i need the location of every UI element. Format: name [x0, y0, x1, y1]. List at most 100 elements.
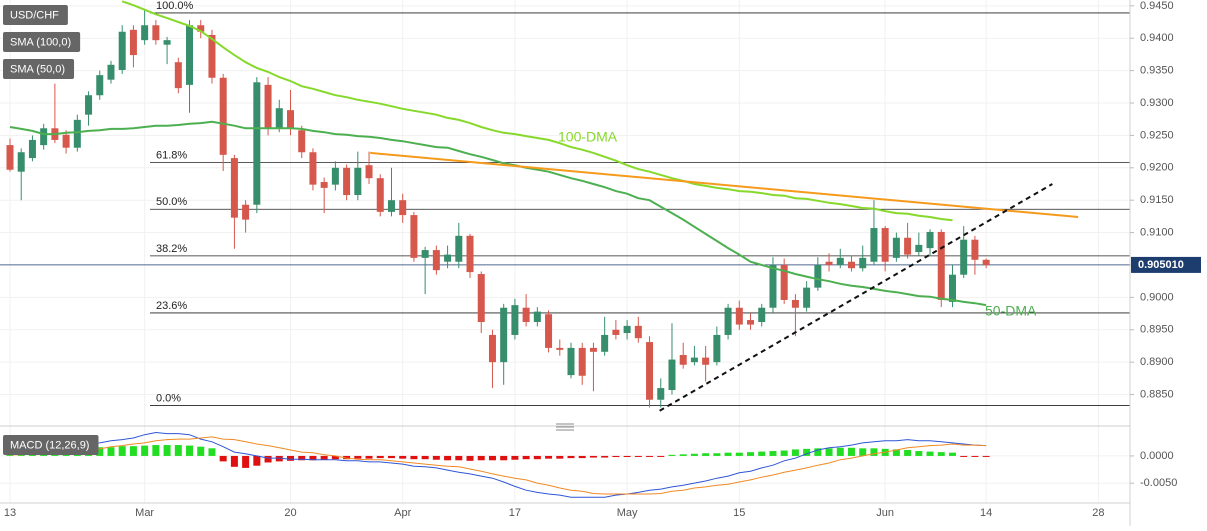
histogram-bar: [343, 455, 351, 460]
x-tick-label: 14: [980, 507, 992, 519]
histogram-bar: [96, 447, 104, 456]
histogram-bar: [511, 455, 519, 460]
histogram-bar: [803, 448, 811, 456]
candle-body: [152, 25, 160, 41]
candle-body: [141, 25, 149, 41]
candle-body: [702, 357, 710, 365]
candle-body: [522, 307, 530, 322]
candle-body: [690, 357, 698, 363]
candle-body: [242, 204, 250, 220]
candle-body: [208, 34, 216, 78]
histogram-bar: [634, 455, 642, 457]
macd-line: [10, 436, 987, 495]
histogram-bar: [724, 452, 732, 456]
candle-body: [724, 307, 732, 335]
histogram-bar: [298, 455, 306, 461]
legend-box: [3, 5, 68, 25]
candle-body: [387, 200, 395, 212]
candle-body: [623, 325, 631, 334]
candle-body: [275, 108, 283, 129]
histogram-bar: [309, 455, 317, 461]
y-tick-label: 0.9400: [1140, 32, 1174, 44]
x-tick-label: Apr: [394, 507, 411, 519]
y-tick-label: 0.9100: [1140, 226, 1174, 238]
histogram-bar: [702, 453, 710, 456]
fib-label: 61.8%: [156, 150, 187, 162]
histogram-bar: [870, 448, 878, 456]
candle-body: [421, 250, 429, 258]
histogram-bar: [545, 455, 553, 459]
x-tick-label: 28: [1092, 507, 1104, 519]
panel-title: MACD (12,26,9): [10, 439, 89, 451]
candle-body: [174, 62, 182, 89]
histogram-bar: [623, 455, 631, 458]
candle-body: [747, 320, 755, 325]
histogram-bar: [601, 455, 609, 458]
candle-body: [444, 254, 452, 262]
legend-label: SMA (100,0): [10, 36, 71, 48]
histogram-bar: [589, 455, 597, 458]
macd-line: [9, 431, 987, 498]
candle-body: [937, 231, 945, 300]
histogram-bar: [668, 454, 676, 456]
histogram-bar: [421, 455, 429, 460]
candle-body: [859, 257, 867, 269]
histogram-bar: [915, 451, 923, 456]
candle-body: [545, 314, 553, 348]
y-tick-label: 0.8950: [1140, 324, 1174, 336]
candle-body: [769, 264, 777, 308]
candle-body: [320, 182, 328, 188]
histogram-bar: [264, 455, 272, 463]
histogram-bar: [376, 455, 384, 459]
y-tick-label: 0.9350: [1140, 65, 1174, 77]
candle-body: [578, 347, 586, 376]
last-price-label: 0.905010: [1138, 259, 1184, 271]
histogram-bar: [275, 455, 283, 462]
histogram-bar: [399, 455, 407, 459]
histogram-bar: [197, 446, 205, 456]
candle-body: [892, 237, 900, 258]
candle-body: [354, 167, 362, 196]
histogram-bar: [735, 452, 743, 456]
candle-body: [646, 342, 654, 400]
candle-body: [107, 64, 115, 80]
histogram-bar: [926, 451, 934, 456]
histogram-bar: [432, 455, 440, 460]
candle-body: [28, 139, 36, 159]
histogram-bar: [892, 449, 900, 456]
x-tick-label: 17: [509, 507, 521, 519]
y-tick-label: 0.9000: [1140, 291, 1174, 303]
candle-body: [500, 307, 508, 363]
fib-label: 23.6%: [156, 300, 187, 312]
histogram-bar: [186, 445, 194, 456]
candle-body: [735, 307, 743, 325]
annotation: 100-DMA: [558, 129, 618, 145]
histogram-bar: [679, 454, 687, 456]
candle-body: [780, 264, 788, 300]
candle-body: [713, 334, 721, 363]
histogram-bar: [500, 455, 508, 461]
candle-body: [6, 145, 14, 170]
resize-handle[interactable]: [556, 423, 574, 431]
candle-body: [264, 84, 272, 129]
trend-line: [370, 151, 1079, 219]
candle-body: [556, 347, 564, 350]
candle-body: [904, 237, 912, 255]
histogram-bar: [174, 445, 182, 456]
y-tick-label: 0.9150: [1140, 194, 1174, 206]
x-tick-label: Mar: [135, 507, 154, 519]
histogram-bar: [129, 446, 137, 456]
candle-body: [129, 29, 137, 56]
histogram-bar: [444, 455, 452, 461]
histogram-bar: [253, 455, 261, 466]
histogram-bar: [567, 455, 575, 459]
histogram-bar: [331, 455, 339, 460]
histogram-bar: [410, 455, 418, 460]
candle-body: [948, 274, 956, 302]
histogram-bar: [780, 450, 788, 456]
candle-body: [399, 200, 407, 216]
annotation: 50-DMA: [985, 303, 1037, 319]
candle-body: [230, 158, 238, 218]
x-tick-label: 13: [4, 507, 16, 519]
y-tick-label: 0.9200: [1140, 162, 1174, 174]
